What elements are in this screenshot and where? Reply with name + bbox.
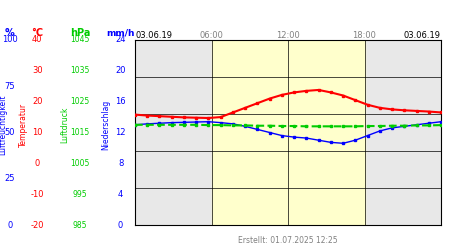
Text: 20: 20 <box>32 97 43 106</box>
Text: 10: 10 <box>32 128 43 137</box>
Text: 40: 40 <box>32 36 43 44</box>
Text: 03.06.19: 03.06.19 <box>135 31 172 40</box>
Text: 985: 985 <box>73 220 87 230</box>
Text: 8: 8 <box>118 159 123 168</box>
Text: 12: 12 <box>115 128 126 137</box>
Text: 995: 995 <box>73 190 87 199</box>
Text: 06:00: 06:00 <box>199 31 224 40</box>
Text: Luftfeuchtigkeit: Luftfeuchtigkeit <box>0 95 7 155</box>
Text: Niederschlag: Niederschlag <box>102 100 111 150</box>
Text: 25: 25 <box>4 174 15 183</box>
Text: Luftdruck: Luftdruck <box>60 107 69 143</box>
Text: °C: °C <box>32 28 43 38</box>
Text: 1005: 1005 <box>70 159 90 168</box>
Text: 1045: 1045 <box>70 36 90 44</box>
Text: 50: 50 <box>4 128 15 137</box>
Text: 20: 20 <box>115 66 126 75</box>
Text: 1025: 1025 <box>71 97 90 106</box>
Text: 4: 4 <box>118 190 123 199</box>
Text: 30: 30 <box>32 66 43 75</box>
Text: 16: 16 <box>115 97 126 106</box>
Text: hPa: hPa <box>70 28 90 38</box>
Text: -20: -20 <box>31 220 44 230</box>
Text: 0: 0 <box>118 220 123 230</box>
Text: Erstellt: 01.07.2025 12:25: Erstellt: 01.07.2025 12:25 <box>238 236 338 245</box>
Text: 24: 24 <box>115 36 126 44</box>
Text: 12:00: 12:00 <box>276 31 300 40</box>
Text: mm/h: mm/h <box>106 28 135 38</box>
Bar <box>212 40 364 225</box>
Text: 03.06.19: 03.06.19 <box>404 31 441 40</box>
Text: Temperatur: Temperatur <box>19 103 28 147</box>
Text: 100: 100 <box>2 36 18 44</box>
Text: 1015: 1015 <box>71 128 90 137</box>
Text: 1035: 1035 <box>70 66 90 75</box>
Text: 0: 0 <box>7 220 13 230</box>
Text: -10: -10 <box>31 190 44 199</box>
Text: 18:00: 18:00 <box>352 31 377 40</box>
Text: 75: 75 <box>4 82 15 91</box>
Text: %: % <box>5 28 15 38</box>
Text: 0: 0 <box>35 159 40 168</box>
